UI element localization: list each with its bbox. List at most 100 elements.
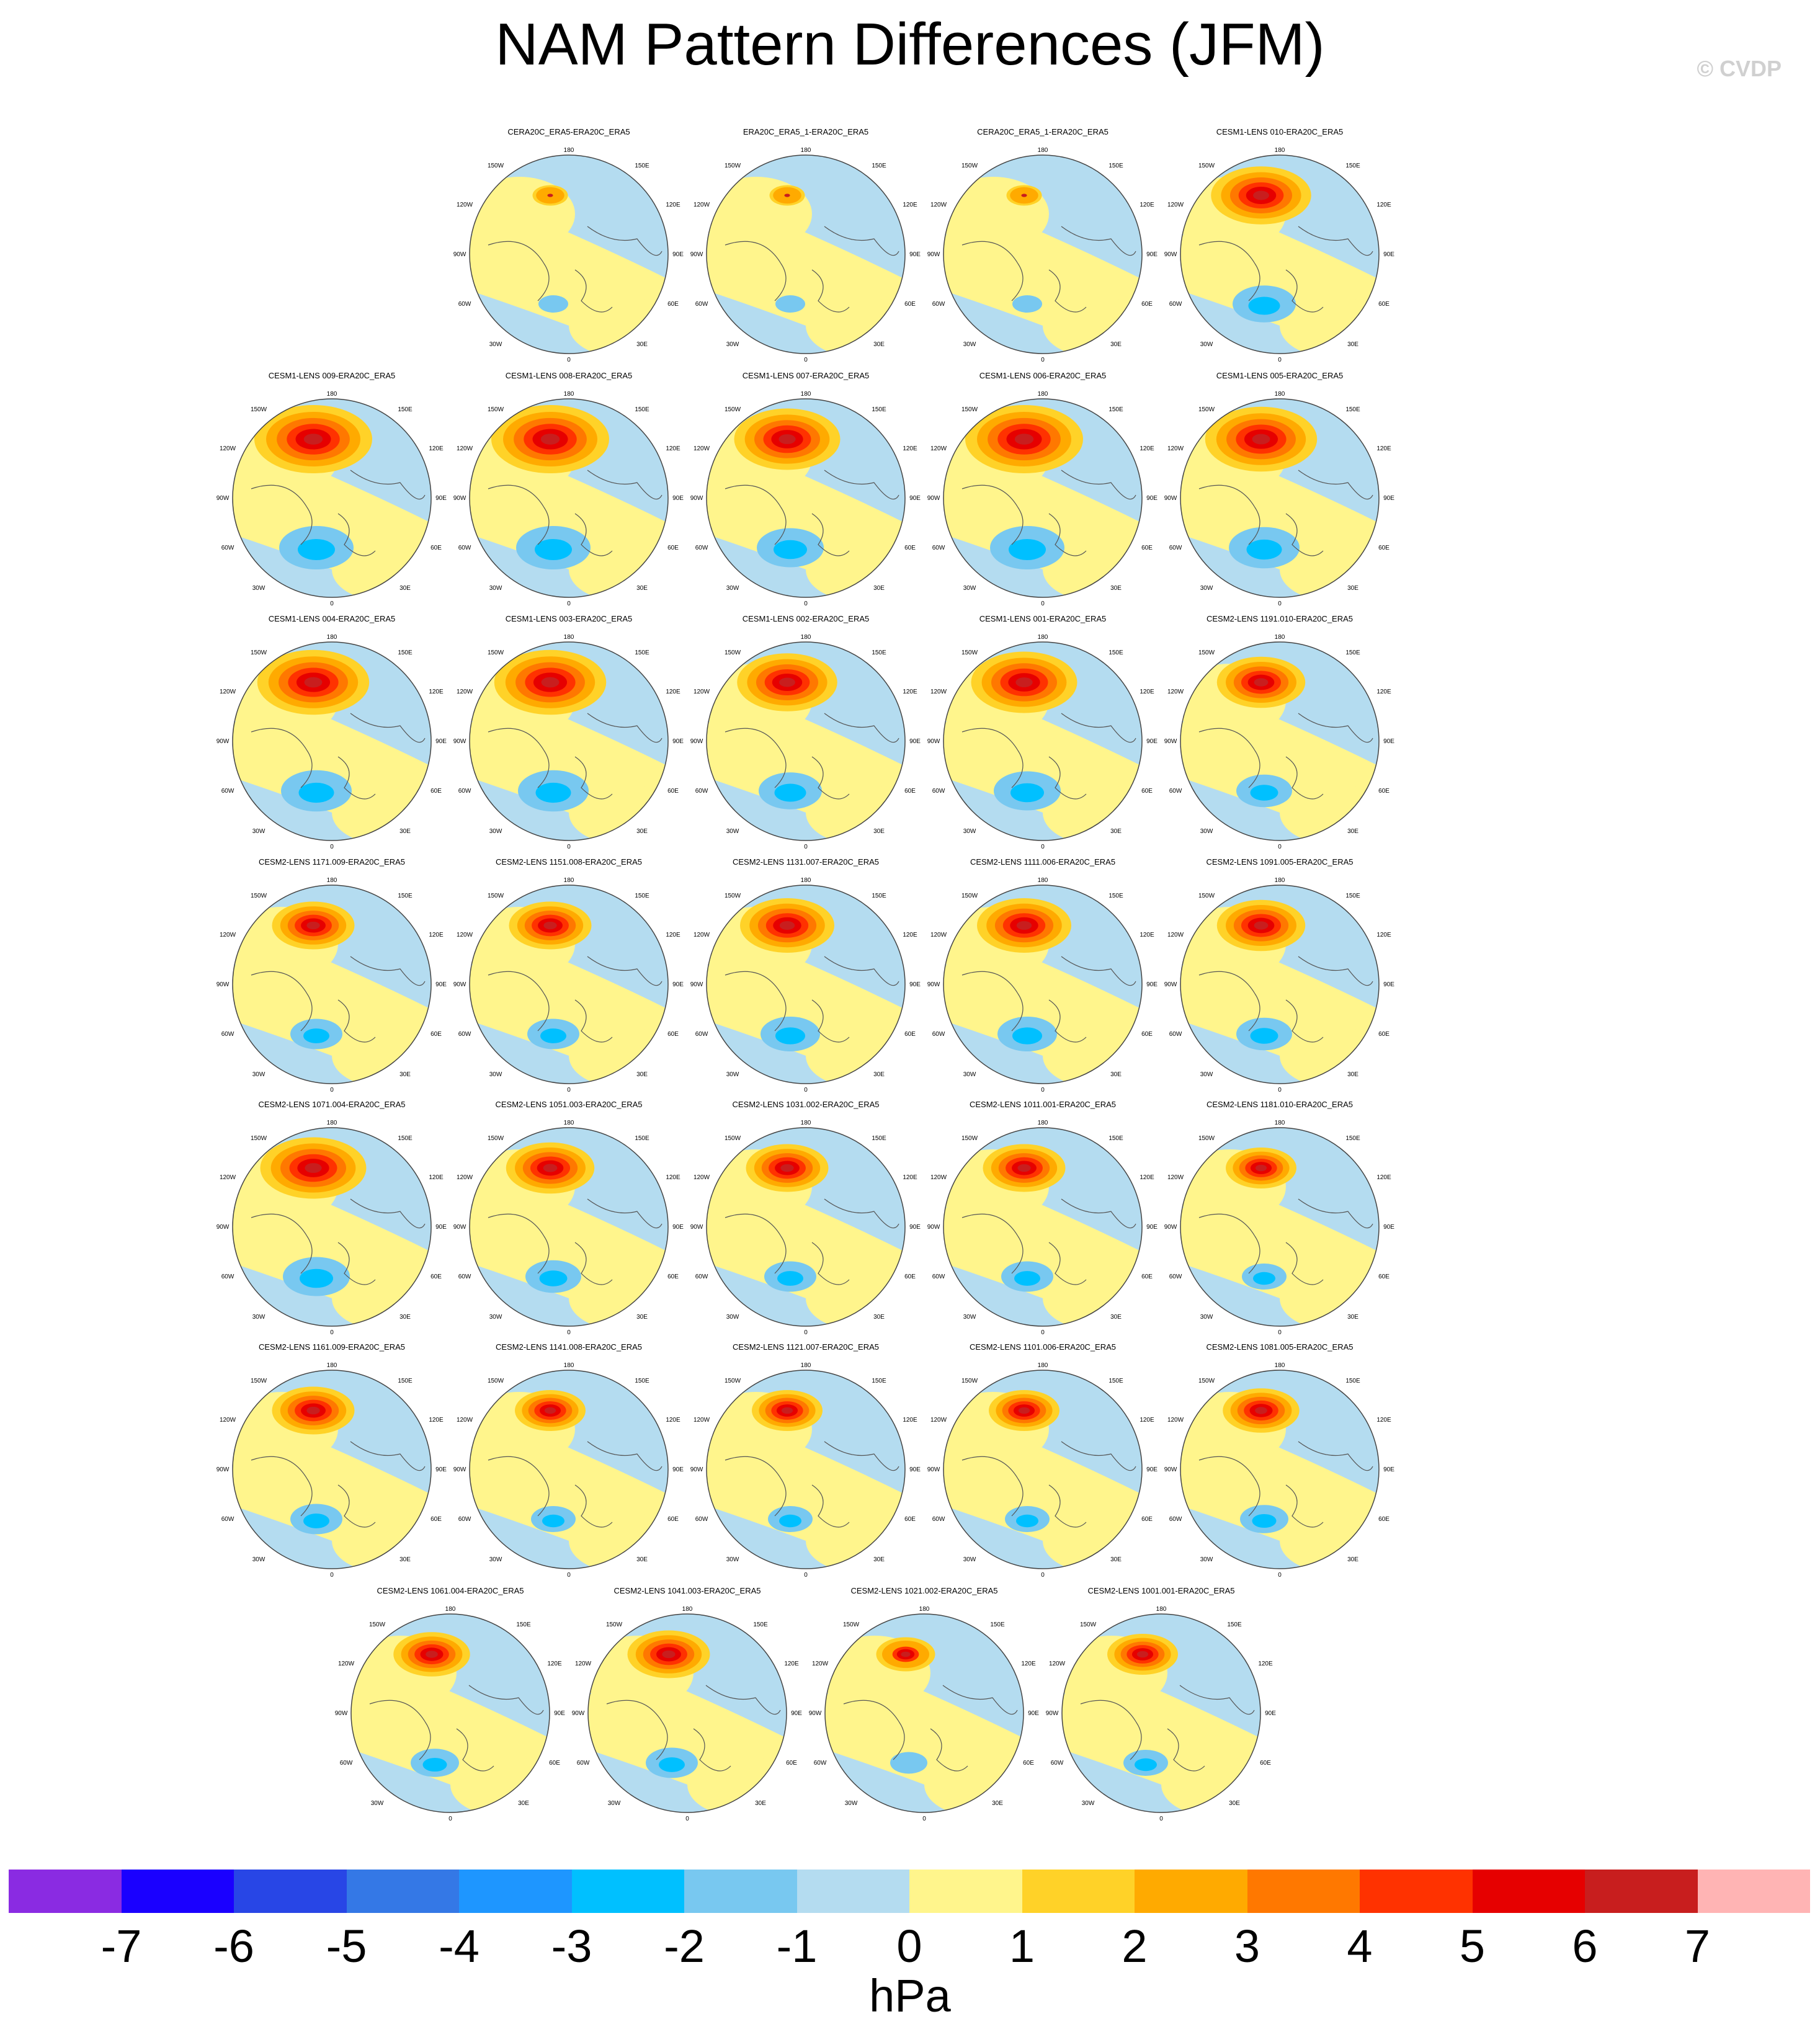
- map-field: [1180, 1370, 1379, 1569]
- map-longitude-label: 150W: [251, 406, 267, 413]
- map-panel: CESM1-LENS 004-ERA20C_ERA5 180 0 150W 150E 12…: [214, 614, 450, 856]
- map-longitude-label: 120W: [930, 1417, 947, 1424]
- map-longitude-label: 120W: [1167, 1174, 1184, 1181]
- map-panel: CESM1-LENS 007-ERA20C_ERA5 180 0 150W 150E 12…: [688, 371, 924, 613]
- map-longitude-label: 150W: [725, 1378, 741, 1384]
- polar-map: 180 0 150W 150E 120W 120E 90W 90E 60W 60E 30W 30E: [690, 877, 921, 1094]
- map-boundary: [943, 885, 1143, 1084]
- map-longitude-label: 30E: [1347, 585, 1358, 592]
- map-panel: CESM2-LENS 1151.008-ERA20C_ERA5 180 0 150W 1…: [451, 857, 687, 1099]
- map-boundary: [943, 1127, 1143, 1327]
- map-longitude-label: 0: [567, 1329, 571, 1336]
- map-boundary: [232, 1370, 432, 1569]
- map-longitude-label: 60W: [932, 1031, 945, 1038]
- map-longitude-label: 30E: [873, 1556, 885, 1563]
- map-longitude-label: 60W: [458, 1516, 471, 1523]
- map-longitude-label: 60W: [1169, 301, 1182, 308]
- map-longitude-label: 90E: [909, 1224, 921, 1231]
- map-longitude-label: 30W: [252, 828, 265, 835]
- map-longitude-label: 90W: [1164, 981, 1177, 988]
- map-longitude-label: 120W: [457, 1417, 473, 1424]
- map-longitude-label: 150W: [725, 1135, 741, 1142]
- map-longitude-label: 60E: [667, 301, 679, 308]
- map-longitude-label: 120W: [220, 689, 236, 695]
- polar-map: 180 0 150W 150E 120W 120E 90W 90E 60W 60E 30W 30E: [1164, 634, 1395, 850]
- map-longitude-label: 0: [330, 844, 334, 850]
- map-longitude-label: 30W: [726, 1556, 739, 1563]
- map-boundary: [706, 1127, 906, 1327]
- map-longitude-label: 30E: [873, 585, 885, 592]
- map-longitude-label: 120E: [1376, 1417, 1391, 1424]
- map-boundary: [943, 154, 1143, 354]
- polar-map: 180 0 150W 150E 120W 120E 90W 90E 60W 60E 30W 30E: [1046, 1606, 1277, 1822]
- map-longitude-label: 90E: [672, 981, 684, 988]
- map-longitude-label: 30E: [1347, 341, 1358, 348]
- map-boundary: [469, 154, 669, 354]
- map-longitude-label: 90E: [672, 1224, 684, 1231]
- map-longitude-label: 60E: [667, 1516, 679, 1523]
- polar-map: 180 0 150W 150E 120W 120E 90W 90E 60W 60E 30W 30E: [216, 1362, 447, 1579]
- map-longitude-label: 0: [804, 600, 808, 607]
- map-longitude-label: 60W: [1169, 1273, 1182, 1280]
- map-longitude-label: 60E: [1141, 1031, 1153, 1038]
- map-longitude-label: 180: [1275, 147, 1285, 154]
- map-field: [943, 1370, 1142, 1569]
- map-longitude-label: 0: [448, 1816, 452, 1822]
- colorbar-tick-label: -6: [213, 1920, 254, 1972]
- map-longitude-label: 30W: [963, 1314, 976, 1321]
- map-longitude-label: 90E: [672, 738, 684, 745]
- map-longitude-label: 30W: [252, 1071, 265, 1078]
- polar-map: 180 0 150W 150E 120W 120E 90W 90E 60W 60E 30W 30E: [690, 1362, 921, 1579]
- map-longitude-label: 90E: [1146, 981, 1158, 988]
- colorbar-tick-labels: -7 -6 -5 -4 -3 -2 -1 0 1 2 3 4 5 6 7: [9, 1920, 1810, 1976]
- map-longitude-label: 90W: [216, 1224, 230, 1231]
- colorbar-swatch: [1472, 1870, 1585, 1913]
- panel-title: CESM2-LENS 1191.010-ERA20C_ERA5: [1206, 614, 1354, 623]
- map-longitude-label: 30E: [399, 1556, 411, 1563]
- map-longitude-label: 0: [1041, 357, 1045, 363]
- map-longitude-label: 90E: [435, 495, 447, 502]
- map-longitude-label: 60W: [932, 788, 945, 795]
- panel-title: CESM2-LENS 1121.007-ERA20C_ERA5: [732, 1342, 880, 1352]
- map-longitude-label: 30W: [963, 341, 976, 348]
- colorbar-tick-label: -2: [664, 1920, 705, 1972]
- map-longitude-label: 0: [567, 600, 571, 607]
- map-longitude-label: 90E: [1383, 251, 1394, 258]
- map-boundary: [943, 398, 1143, 598]
- map-longitude-label: 90E: [435, 738, 447, 745]
- colorbar-tick-label: 5: [1459, 1920, 1486, 1972]
- panel-title: CESM1-LENS 001-ERA20C_ERA5: [979, 614, 1107, 623]
- map-field: [470, 399, 668, 597]
- map-longitude-label: 120W: [220, 1417, 236, 1424]
- map-longitude-label: 90W: [1046, 1710, 1059, 1717]
- map-longitude-label: 150W: [488, 1378, 504, 1384]
- map-longitude-label: 180: [801, 877, 811, 884]
- map-longitude-label: 60W: [458, 1031, 471, 1038]
- map-longitude-label: 120E: [429, 689, 444, 695]
- map-longitude-label: 180: [1038, 147, 1048, 154]
- map-longitude-label: 30W: [608, 1800, 621, 1807]
- polar-map: 180 0 150W 150E 120W 120E 90W 90E 60W 60E 30W 30E: [453, 877, 684, 1094]
- map-longitude-label: 120W: [1167, 932, 1184, 938]
- map-longitude-label: 60E: [1378, 1516, 1390, 1523]
- map-longitude-label: 120E: [903, 1174, 917, 1181]
- map-longitude-label: 30E: [1110, 828, 1122, 835]
- map-longitude-label: 60E: [430, 1273, 442, 1280]
- map-longitude-label: 150W: [725, 649, 741, 656]
- map-longitude-label: 30W: [963, 1556, 976, 1563]
- panel-title: CESM2-LENS 1141.008-ERA20C_ERA5: [495, 1342, 643, 1352]
- map-field: [233, 1370, 431, 1569]
- map-panel: CESM1-LENS 002-ERA20C_ERA5 180 0 150W 150E 12…: [688, 614, 924, 856]
- map-longitude-label: 150E: [516, 1621, 531, 1628]
- map-longitude-label: 60E: [667, 788, 679, 795]
- polar-map: 180 0 150W 150E 120W 120E 90W 90E 60W 60E 30W 30E: [216, 877, 447, 1094]
- map-longitude-label: 120W: [220, 932, 236, 938]
- map-longitude-label: 30E: [755, 1800, 766, 1807]
- map-longitude-label: 150W: [1080, 1621, 1097, 1628]
- map-longitude-label: 30W: [252, 1556, 265, 1563]
- map-longitude-label: 150W: [606, 1621, 623, 1628]
- map-longitude-label: 30E: [518, 1800, 529, 1807]
- map-longitude-label: 90E: [672, 495, 684, 502]
- colorbar-tick-label: 0: [896, 1920, 922, 1972]
- map-boundary: [469, 1127, 669, 1327]
